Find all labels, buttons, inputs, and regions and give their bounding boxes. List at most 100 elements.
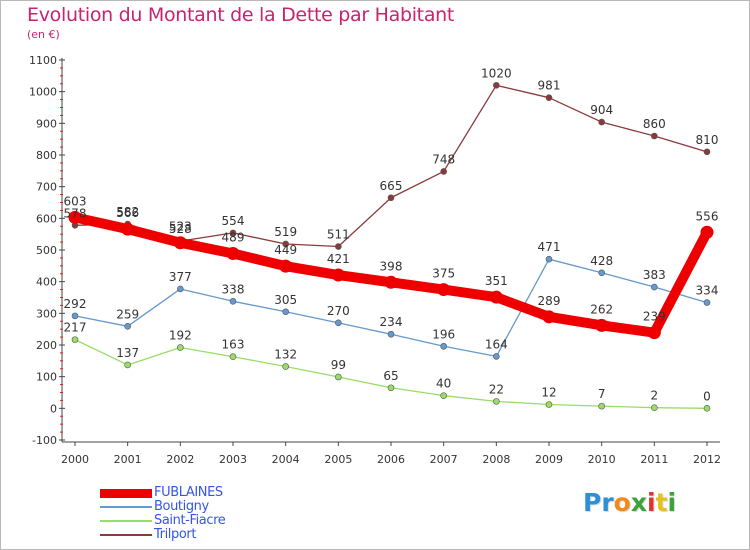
data-label: 904 <box>590 103 613 117</box>
data-label: 351 <box>485 274 508 288</box>
y-tick-label: 500 <box>36 244 57 257</box>
data-point <box>598 118 605 126</box>
data-label: 377 <box>169 270 192 284</box>
data-label: 292 <box>64 297 87 311</box>
series-saint-fiacre <box>71 336 711 412</box>
chart-unit-label: (en €) <box>27 28 60 41</box>
data-point <box>229 297 237 305</box>
data-label: 556 <box>696 209 719 223</box>
x-tick-label: 2004 <box>272 453 300 466</box>
data-point <box>177 285 184 293</box>
legend-swatch <box>100 520 152 522</box>
data-point <box>335 319 342 327</box>
data-point <box>384 275 398 289</box>
data-point <box>387 330 395 338</box>
logo-letter: x <box>630 488 647 517</box>
data-point <box>651 132 658 140</box>
data-label: 137 <box>116 346 139 360</box>
x-tick-label: 2002 <box>166 453 194 466</box>
data-point <box>335 373 342 381</box>
data-label: 511 <box>327 228 350 242</box>
data-point <box>229 229 237 237</box>
x-tick-label: 2007 <box>430 453 458 466</box>
data-label: 528 <box>169 222 192 236</box>
y-tick-label: -100 <box>32 434 57 447</box>
data-point <box>651 404 658 412</box>
data-point <box>71 336 79 343</box>
data-point <box>598 402 605 410</box>
data-label: 217 <box>64 321 87 335</box>
data-label: 860 <box>643 117 666 131</box>
data-point <box>124 361 131 369</box>
x-tick-label: 2010 <box>588 453 616 466</box>
data-point <box>437 283 451 297</box>
data-label: 554 <box>222 214 245 228</box>
data-point <box>282 363 289 370</box>
data-point <box>440 392 447 399</box>
axes: -100010020030040050060070080090010001100… <box>29 54 721 466</box>
x-tick-label: 2005 <box>324 453 352 466</box>
data-point <box>387 384 395 392</box>
data-label: 582 <box>116 205 139 219</box>
data-label: 421 <box>327 252 350 266</box>
data-point <box>177 344 184 351</box>
data-label: 262 <box>590 302 613 316</box>
data-label: 1020 <box>481 66 512 80</box>
data-label: 566 <box>116 206 139 220</box>
data-point <box>71 312 79 320</box>
data-point <box>173 236 187 250</box>
data-point <box>651 283 658 291</box>
data-point <box>226 246 240 260</box>
data-label: 398 <box>380 259 403 273</box>
data-label: 196 <box>432 327 455 341</box>
y-tick-label: 700 <box>36 181 57 194</box>
data-label: 383 <box>643 268 666 282</box>
series-fublaines <box>68 210 714 340</box>
data-label: 603 <box>64 194 87 208</box>
data-point <box>493 398 500 405</box>
data-label: 665 <box>380 179 403 193</box>
data-point <box>703 299 711 306</box>
data-label: 270 <box>327 304 350 318</box>
data-label: 239 <box>643 310 666 324</box>
y-tick-label: 1000 <box>29 86 57 99</box>
x-tick-label: 2006 <box>377 453 405 466</box>
data-point <box>703 405 711 412</box>
y-tick-label: 600 <box>36 212 57 225</box>
y-tick-label: 300 <box>36 307 57 320</box>
data-point <box>598 269 605 277</box>
data-label: 22 <box>489 382 504 396</box>
logo-letter: i <box>647 488 656 517</box>
data-point <box>542 310 556 324</box>
data-label: 523 <box>169 220 192 234</box>
legend-label: Boutigny <box>154 499 209 514</box>
data-labels-layer: 2922593773383052702341961644714283833342… <box>64 66 719 403</box>
data-label: 449 <box>274 243 297 257</box>
data-label: 334 <box>696 284 719 298</box>
data-point <box>279 259 293 273</box>
x-tick-label: 2012 <box>693 453 721 466</box>
series-layer <box>68 82 714 412</box>
data-point <box>124 323 131 330</box>
data-label: 578 <box>64 206 87 220</box>
data-point <box>282 308 289 316</box>
data-label: 7 <box>598 387 606 401</box>
legend-swatch <box>100 506 152 508</box>
x-tick-label: 2011 <box>640 453 668 466</box>
data-point <box>489 290 503 304</box>
y-tick-label: 0 <box>50 402 57 415</box>
x-tick-label: 2008 <box>482 453 510 466</box>
data-label: 305 <box>274 293 297 307</box>
data-point <box>703 148 711 156</box>
legend-label: Saint-Fiacre <box>154 513 226 528</box>
logo-letter: i <box>667 488 677 517</box>
y-tick-label: 400 <box>36 276 57 289</box>
data-point <box>595 318 609 332</box>
logo-letter: t <box>655 488 668 517</box>
data-point <box>387 194 395 202</box>
data-label: 259 <box>116 307 139 321</box>
data-label: 338 <box>222 282 245 296</box>
data-label: 519 <box>274 225 297 239</box>
